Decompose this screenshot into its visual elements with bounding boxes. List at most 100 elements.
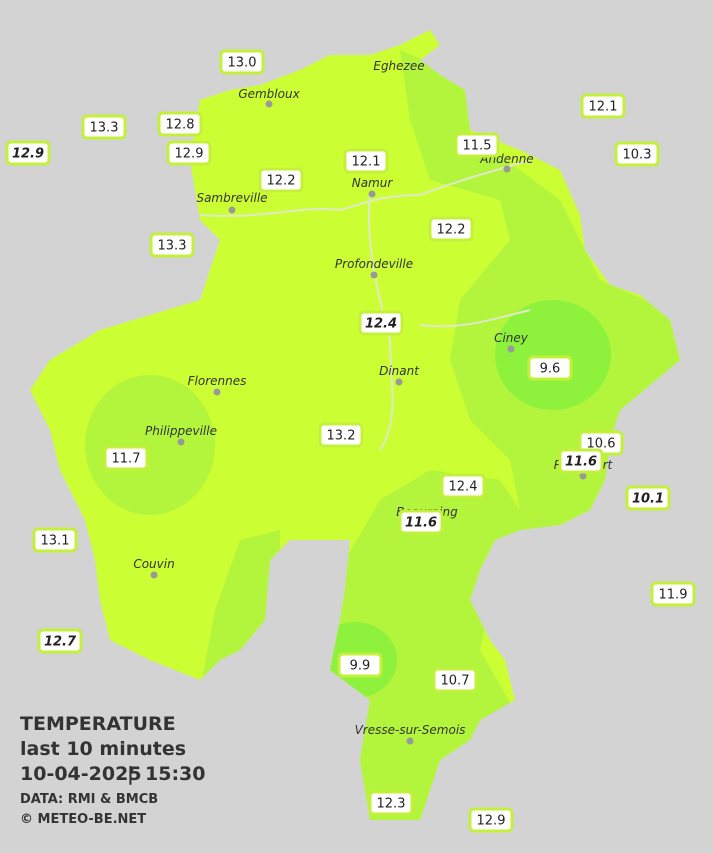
city-label: Eghezee <box>373 59 424 73</box>
city-dot <box>150 571 158 579</box>
zone-mild <box>85 375 215 515</box>
station: 12.4 <box>358 310 404 336</box>
legend-copyright: © METEO-BE.NET <box>20 812 146 827</box>
station: 12.3 <box>368 790 414 816</box>
legend-separator: | <box>127 763 134 785</box>
station-box <box>337 652 383 678</box>
station-value: 10.3 <box>623 148 652 163</box>
station-box <box>343 148 389 174</box>
city-dot <box>213 388 221 396</box>
station: 12.8 <box>157 111 203 137</box>
legend-time: 15:30 <box>145 763 205 785</box>
city-label: Couvin <box>133 557 174 571</box>
station-box <box>625 485 671 511</box>
city-label: Namur <box>352 176 394 190</box>
legend-date: 10-04-2025 <box>20 763 142 785</box>
stations: 13.0 13.3 12.8 12.9 12.9 12.1 11.5 10.3 12.1 12.2… <box>5 49 696 833</box>
station: 12.4 <box>440 473 486 499</box>
station: 13.1 <box>32 527 78 553</box>
station: 11.6 <box>558 448 604 474</box>
city-label: Philippeville <box>145 424 217 438</box>
river <box>199 159 531 451</box>
station-value: 11.5 <box>463 139 492 154</box>
station-value: 12.3 <box>377 797 406 812</box>
station-value: 13.2 <box>327 429 356 444</box>
station-value: 12.9 <box>12 147 44 162</box>
station-value: 12.4 <box>365 317 397 332</box>
city-dot <box>503 165 511 173</box>
station-box <box>103 445 149 471</box>
station: 10.3 <box>614 141 660 167</box>
station-box <box>454 132 500 158</box>
station-box <box>440 473 486 499</box>
station-box <box>468 807 514 833</box>
city-dot <box>406 737 414 745</box>
station-box <box>580 93 626 119</box>
station: 12.1 <box>343 148 389 174</box>
city-dot <box>228 206 236 214</box>
station-value: 10.7 <box>441 674 470 689</box>
city-label: Vresse-sur-Semois <box>355 723 466 737</box>
station: 10.1 <box>625 485 671 511</box>
station-value: 12.1 <box>589 100 618 115</box>
station: 12.9 <box>468 807 514 833</box>
station: 13.3 <box>149 232 195 258</box>
station-value: 11.7 <box>112 452 141 467</box>
station-value: 10.6 <box>587 437 616 452</box>
station-value: 12.8 <box>166 118 195 133</box>
station-box <box>368 790 414 816</box>
station-value: 12.1 <box>352 155 381 170</box>
station-value: 11.6 <box>565 455 597 470</box>
station-value: 10.1 <box>632 492 664 507</box>
station-value: 12.7 <box>44 635 77 650</box>
station: 13.2 <box>318 422 364 448</box>
station: 13.0 <box>219 49 265 75</box>
station-box <box>558 448 604 474</box>
station-box <box>219 49 265 75</box>
station-box <box>614 141 660 167</box>
station: 11.9 <box>650 581 696 607</box>
station: 12.9 <box>166 140 212 166</box>
city-dot <box>177 438 185 446</box>
city-label: Sambreville <box>196 191 267 205</box>
cities: EghezeeGemblouxAndenneNamurSambrevillePr… <box>133 59 614 745</box>
zone-mild <box>330 50 680 820</box>
station-value: 12.9 <box>175 147 204 162</box>
station-box <box>81 114 127 140</box>
station-value: 9.6 <box>540 362 561 377</box>
city-dot <box>507 345 515 353</box>
city-dot <box>579 472 587 480</box>
city-label: Dinant <box>379 364 420 378</box>
zone-cool <box>495 300 611 410</box>
city-dot <box>368 190 376 198</box>
station-box <box>398 509 444 535</box>
station-box <box>318 422 364 448</box>
station-value: 12.4 <box>449 480 478 495</box>
station-box <box>358 310 404 336</box>
station: 11.5 <box>454 132 500 158</box>
station: 12.7 <box>37 628 83 654</box>
station-box <box>428 216 474 242</box>
legend-subtitle: last 10 minutes <box>20 738 186 760</box>
station-box <box>149 232 195 258</box>
city-label: Florennes <box>188 374 247 388</box>
city-dot <box>370 271 378 279</box>
station-box <box>5 140 51 166</box>
station-box <box>37 628 83 654</box>
station-value: 12.2 <box>267 174 296 189</box>
station-box <box>157 111 203 137</box>
station-value: 11.9 <box>659 588 688 603</box>
legend-source: DATA: RMI & BMCB <box>20 792 158 807</box>
station: 11.7 <box>103 445 149 471</box>
station-box <box>258 167 304 193</box>
station-box <box>527 355 573 381</box>
station: 11.6 <box>398 509 444 535</box>
station-value: 12.2 <box>437 223 466 238</box>
city-label: Gembloux <box>238 87 300 101</box>
station-value: 13.3 <box>158 239 187 254</box>
station: 12.1 <box>580 93 626 119</box>
station-value: 11.6 <box>405 516 437 531</box>
station-box <box>166 140 212 166</box>
station: 12.2 <box>258 167 304 193</box>
